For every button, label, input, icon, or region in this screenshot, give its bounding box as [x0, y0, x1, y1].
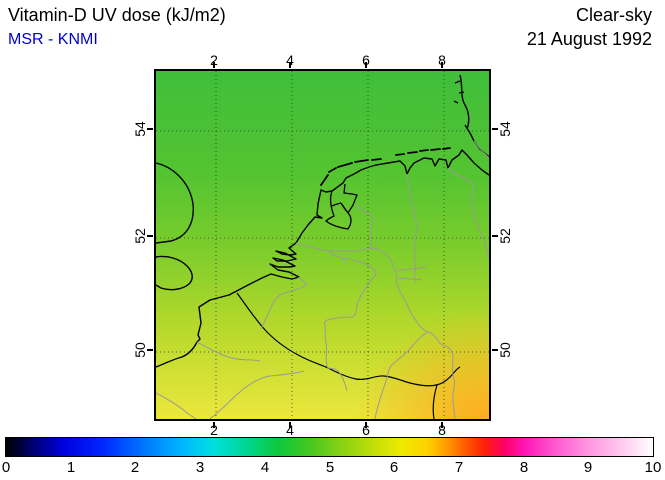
- colorbar-tick-label: 2: [130, 459, 140, 476]
- lat-tick-label-left: 54: [132, 121, 148, 137]
- colorbar-tick-label: 3: [195, 459, 205, 476]
- axis-tick: [213, 62, 215, 68]
- lon-tick-label-top: 2: [210, 52, 218, 68]
- river-paths: [156, 140, 489, 419]
- map-overlay: [156, 71, 489, 419]
- axis-tick: [213, 422, 215, 428]
- colorbar-tick-label: 6: [389, 459, 399, 476]
- axis-tick: [492, 235, 498, 237]
- southern-border-path: [236, 292, 461, 419]
- sky-condition-label: Clear-sky: [575, 5, 652, 25]
- lat-tick-label-left: 52: [132, 228, 148, 244]
- wadden-islands-path: [320, 147, 451, 186]
- lon-tick-label-top: 6: [362, 52, 370, 68]
- axis-tick: [492, 128, 498, 130]
- lon-tick-label-top: 4: [286, 52, 294, 68]
- axis-tick: [441, 422, 443, 428]
- colorbar-gradient: [5, 437, 654, 457]
- map-panel: [154, 69, 491, 421]
- lat-tick-label-left: 50: [132, 342, 148, 358]
- colorbar-tick-label: 4: [260, 459, 270, 476]
- graticule-lines: [156, 71, 489, 419]
- data-source-label: MSR - KNMI: [8, 31, 98, 48]
- plot-title: Vitamin-D UV dose (kJ/m2): [8, 5, 226, 25]
- colorbar-tick-label: 0: [1, 459, 11, 476]
- axis-tick: [147, 235, 153, 237]
- axis-tick: [365, 62, 367, 68]
- colorbar-tick-label: 8: [519, 459, 529, 476]
- axis-tick: [289, 62, 291, 68]
- lon-tick-label-bottom: 4: [286, 422, 294, 438]
- axis-tick: [147, 349, 153, 351]
- lat-tick-label-right: 50: [497, 342, 513, 358]
- axis-tick: [147, 128, 153, 130]
- colorbar-tick-label: 1: [66, 459, 76, 476]
- axis-tick: [441, 62, 443, 68]
- colorbar-tick-label: 10: [644, 459, 662, 476]
- ijsselmeer-path: [325, 183, 358, 230]
- lon-tick-label-top: 8: [438, 52, 446, 68]
- england-coast-path: [156, 162, 194, 291]
- date-label: 21 August 1992: [526, 29, 652, 49]
- colorbar-tick-label: 5: [325, 459, 335, 476]
- lon-tick-label-bottom: 2: [210, 422, 218, 438]
- axis-tick: [365, 422, 367, 428]
- colorbar-tick-label: 9: [583, 459, 593, 476]
- lat-tick-label-right: 52: [497, 228, 513, 244]
- coastline-path: [156, 149, 489, 368]
- lon-tick-label-bottom: 8: [438, 422, 446, 438]
- colorbar-tick-label: 7: [454, 459, 464, 476]
- lon-tick-label-bottom: 6: [362, 422, 370, 438]
- german-bight-coast-path: [453, 74, 489, 158]
- lat-tick-label-right: 54: [497, 121, 513, 137]
- axis-tick: [492, 349, 498, 351]
- axis-tick: [289, 422, 291, 428]
